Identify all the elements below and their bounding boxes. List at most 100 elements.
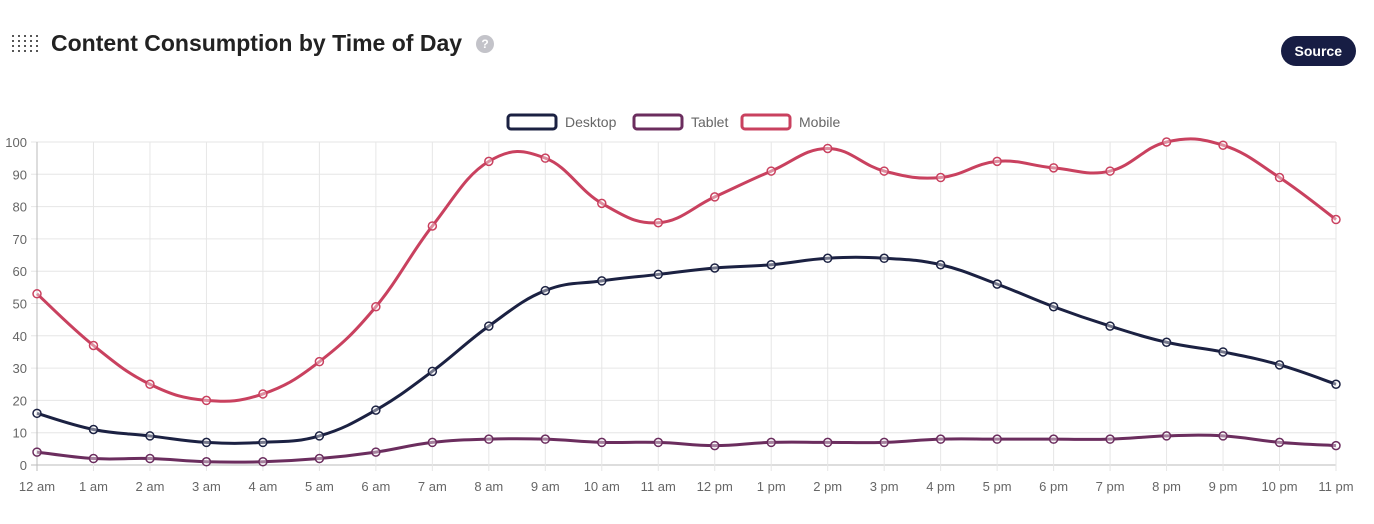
data-point-mobile[interactable]: [653, 218, 664, 228]
data-point-mobile[interactable]: [484, 156, 494, 167]
data-point-tablet[interactable]: [992, 434, 1002, 444]
data-point-mobile[interactable]: [822, 143, 833, 154]
x-tick-label: 7 am: [418, 479, 447, 494]
legend-label-desktop[interactable]: Desktop: [565, 114, 617, 130]
data-point-mobile[interactable]: [32, 289, 42, 299]
data-point-tablet[interactable]: [653, 437, 664, 448]
data-point-tablet[interactable]: [1331, 440, 1341, 451]
x-tick-label: 6 am: [361, 479, 390, 494]
data-point-desktop[interactable]: [879, 253, 889, 264]
data-point-tablet[interactable]: [709, 440, 720, 451]
data-point-tablet[interactable]: [879, 437, 889, 448]
legend-swatch-tablet[interactable]: [632, 113, 684, 131]
data-point-tablet[interactable]: [540, 434, 551, 444]
data-point-mobile[interactable]: [1048, 163, 1059, 173]
data-point-desktop[interactable]: [314, 431, 325, 441]
data-point-tablet[interactable]: [88, 453, 99, 464]
x-tick-label: 4 am: [248, 479, 277, 494]
data-point-desktop[interactable]: [1331, 379, 1341, 389]
x-tick-label: 2 am: [136, 479, 165, 494]
data-point-mobile[interactable]: [427, 221, 438, 231]
legend-swatch-desktop[interactable]: [506, 113, 558, 131]
data-point-mobile[interactable]: [992, 156, 1002, 167]
data-point-mobile[interactable]: [766, 166, 776, 176]
data-point-desktop[interactable]: [484, 321, 494, 331]
data-point-desktop[interactable]: [822, 253, 833, 264]
data-point-desktop[interactable]: [992, 279, 1002, 289]
data-point-desktop[interactable]: [145, 431, 155, 441]
chart-header: Content Consumption by Time of Day ?: [12, 30, 495, 57]
data-point-tablet[interactable]: [258, 457, 268, 467]
data-point-tablet[interactable]: [935, 434, 946, 444]
data-point-mobile[interactable]: [540, 153, 551, 163]
data-point-mobile[interactable]: [88, 340, 99, 351]
y-tick-label: 0: [20, 458, 27, 473]
data-point-desktop[interactable]: [427, 366, 438, 377]
data-point-mobile[interactable]: [258, 389, 268, 399]
data-point-desktop[interactable]: [653, 269, 664, 280]
x-tick-label: 6 pm: [1039, 479, 1068, 494]
data-point-mobile[interactable]: [1218, 140, 1228, 150]
y-tick-label: 10: [13, 426, 27, 441]
data-point-desktop[interactable]: [1161, 337, 1172, 348]
data-point-desktop[interactable]: [32, 408, 42, 419]
x-tick-label: 10 pm: [1261, 479, 1297, 494]
data-point-mobile[interactable]: [1161, 137, 1172, 147]
data-point-tablet[interactable]: [1105, 434, 1115, 444]
data-point-tablet[interactable]: [32, 447, 42, 457]
x-tick-label: 3 pm: [870, 479, 899, 494]
data-point-tablet[interactable]: [1274, 437, 1285, 448]
data-point-mobile[interactable]: [201, 395, 212, 406]
data-point-mobile[interactable]: [597, 198, 607, 209]
y-tick-label: 20: [13, 393, 27, 408]
x-tick-label: 1 am: [79, 479, 108, 494]
data-point-tablet[interactable]: [1161, 431, 1172, 441]
data-point-desktop[interactable]: [1105, 321, 1115, 331]
data-point-tablet[interactable]: [145, 453, 155, 464]
data-point-mobile[interactable]: [1274, 172, 1285, 183]
y-tick-label: 90: [13, 167, 27, 182]
data-point-tablet[interactable]: [766, 437, 776, 448]
data-point-tablet[interactable]: [484, 434, 494, 444]
data-point-desktop[interactable]: [88, 424, 99, 435]
data-point-mobile[interactable]: [935, 172, 946, 183]
data-point-mobile[interactable]: [371, 301, 381, 312]
source-button[interactable]: Source: [1280, 36, 1356, 66]
data-point-desktop[interactable]: [540, 285, 551, 296]
data-point-desktop[interactable]: [201, 437, 212, 448]
data-point-desktop[interactable]: [766, 259, 776, 270]
data-point-mobile[interactable]: [145, 379, 155, 389]
data-point-desktop[interactable]: [935, 259, 946, 270]
data-point-tablet[interactable]: [371, 447, 381, 457]
data-point-desktop[interactable]: [1048, 301, 1059, 312]
legend-swatch-mobile[interactable]: [740, 113, 792, 131]
data-point-desktop[interactable]: [597, 276, 607, 286]
drag-handle-icon[interactable]: [12, 35, 39, 52]
legend-label-mobile[interactable]: Mobile: [799, 114, 840, 130]
data-point-mobile[interactable]: [1331, 214, 1341, 225]
data-point-mobile[interactable]: [879, 166, 889, 176]
chart-title: Content Consumption by Time of Day: [51, 30, 463, 56]
data-point-desktop[interactable]: [258, 437, 268, 448]
data-point-desktop[interactable]: [1274, 360, 1285, 370]
series-line-mobile: [35, 137, 1337, 403]
y-tick-label: 40: [13, 329, 27, 344]
x-tick-label: 11 pm: [1318, 479, 1353, 494]
data-point-mobile[interactable]: [709, 192, 720, 202]
data-point-tablet[interactable]: [822, 437, 833, 448]
help-icon[interactable]: ?: [476, 34, 495, 53]
data-point-desktop[interactable]: [709, 263, 720, 273]
x-tick-label: 7 pm: [1096, 479, 1125, 494]
data-point-tablet[interactable]: [1218, 431, 1228, 441]
data-point-desktop[interactable]: [1218, 347, 1228, 357]
data-point-tablet[interactable]: [314, 453, 325, 464]
data-point-mobile[interactable]: [1105, 166, 1115, 176]
legend-label-tablet[interactable]: Tablet: [691, 114, 728, 130]
data-point-tablet[interactable]: [1048, 434, 1059, 444]
data-point-tablet[interactable]: [201, 457, 212, 467]
data-point-desktop[interactable]: [371, 405, 381, 415]
data-point-mobile[interactable]: [314, 356, 325, 367]
data-point-tablet[interactable]: [427, 437, 438, 448]
data-point-tablet[interactable]: [597, 437, 607, 448]
